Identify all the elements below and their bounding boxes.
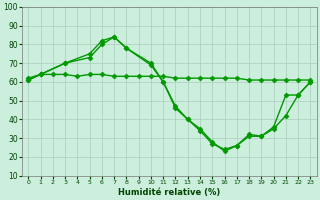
X-axis label: Humidité relative (%): Humidité relative (%) xyxy=(118,188,220,197)
